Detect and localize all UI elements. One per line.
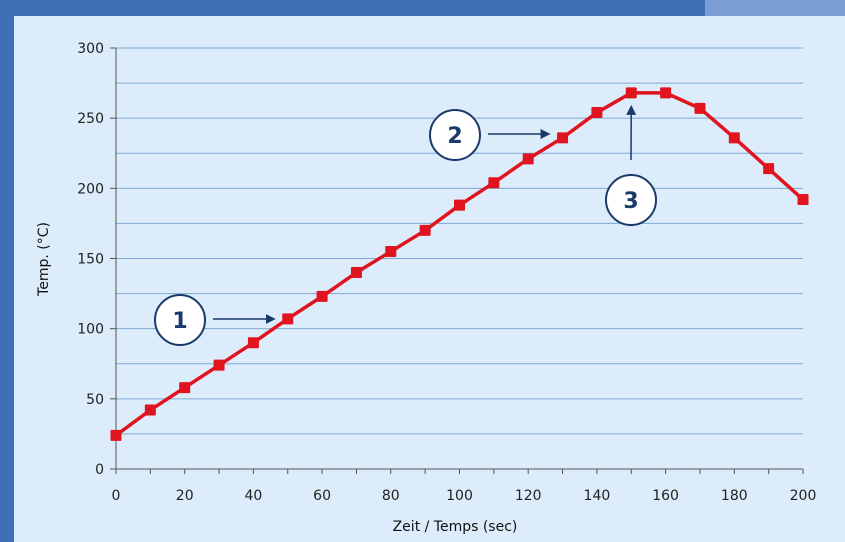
chart-panel — [14, 16, 845, 542]
x-tick-label: 120 — [515, 488, 542, 504]
callout-circle — [154, 294, 206, 346]
annotations: 1 2 3 — [154, 104, 657, 346]
data-point — [213, 359, 225, 371]
callout-circle — [429, 109, 481, 161]
x-tick-label: 160 — [652, 488, 679, 504]
data-point — [454, 199, 465, 211]
header-tab — [705, 0, 845, 16]
x-tick-label: 40 — [244, 488, 262, 504]
x-tick-label: 140 — [584, 488, 611, 504]
x-tick-label: 20 — [176, 488, 194, 504]
data-point — [625, 87, 637, 99]
data-point — [144, 404, 156, 416]
callout-label: 3 — [623, 189, 638, 214]
x-tick-label: 80 — [382, 488, 400, 504]
y-tick-label: 0 — [95, 462, 104, 478]
data-point — [591, 107, 603, 119]
x-tick-label: 180 — [721, 488, 748, 504]
data-point — [522, 153, 534, 165]
axes — [110, 47, 804, 474]
data-point — [385, 245, 397, 257]
data-point — [660, 87, 672, 99]
y-axis-title: Temp. (°C) — [36, 222, 52, 297]
data-point — [179, 382, 191, 394]
data-point — [763, 163, 775, 175]
data-point — [797, 194, 809, 206]
x-tick-label: 100 — [446, 488, 473, 504]
x-axis-title: Zeit / Temps (sec) — [393, 519, 518, 535]
y-tick-label: 200 — [77, 181, 104, 197]
x-tick-label: 0 — [112, 488, 121, 504]
callout-circle — [605, 174, 657, 226]
y-tick-label: 100 — [77, 322, 104, 338]
callout-label: 1 — [172, 309, 187, 334]
data-point — [316, 290, 328, 302]
data-point — [488, 177, 500, 189]
x-tick-label: 200 — [790, 488, 817, 504]
data-point — [282, 313, 294, 325]
y-tick-label: 150 — [77, 252, 104, 268]
callout-label: 2 — [447, 124, 462, 149]
data-point — [557, 132, 569, 144]
series — [110, 87, 809, 441]
data-point — [247, 337, 259, 349]
data-point — [728, 132, 740, 144]
y-tick-label: 250 — [77, 111, 104, 127]
y-tick-label: 300 — [77, 41, 104, 57]
data-point — [694, 102, 706, 114]
y-tick-label: 50 — [86, 392, 104, 408]
x-tick-label: 60 — [313, 488, 331, 504]
tick-labels: 0 50 100 150 200 250 300 0 20 40 60 80 100 120 140 160 1… — [77, 41, 816, 504]
data-point — [350, 267, 362, 279]
data-point — [419, 224, 431, 236]
data-point — [110, 429, 122, 441]
